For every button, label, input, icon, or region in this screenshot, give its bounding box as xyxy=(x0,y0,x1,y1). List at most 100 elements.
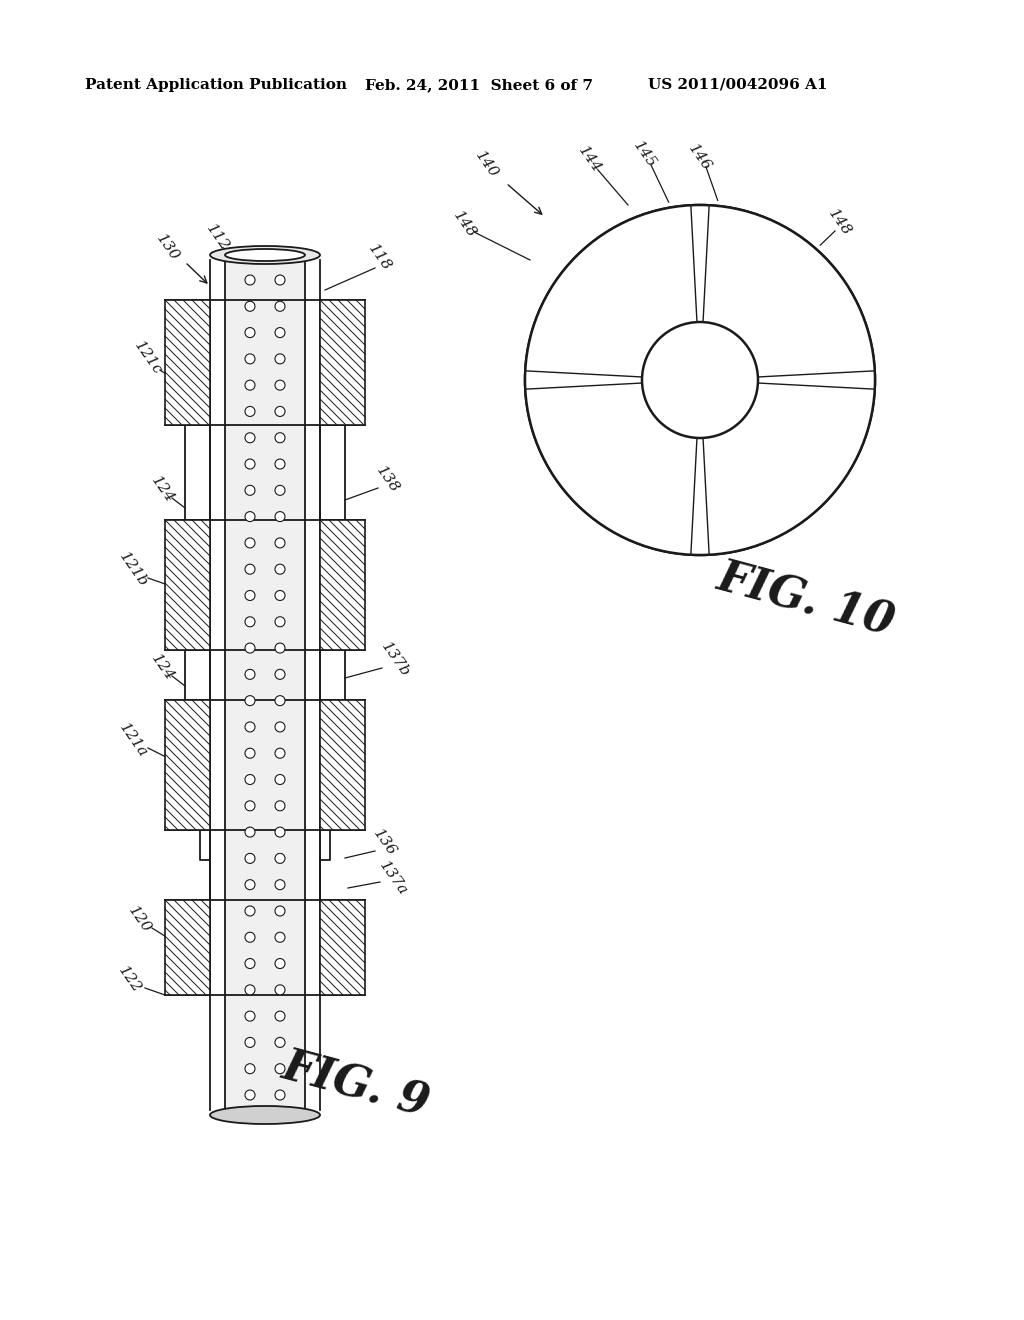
Wedge shape xyxy=(751,293,874,467)
Wedge shape xyxy=(612,205,787,330)
Circle shape xyxy=(245,512,255,521)
Bar xyxy=(165,300,210,425)
Wedge shape xyxy=(664,397,866,554)
Circle shape xyxy=(245,590,255,601)
Circle shape xyxy=(245,1090,255,1100)
Wedge shape xyxy=(654,205,703,261)
Circle shape xyxy=(275,539,285,548)
Circle shape xyxy=(275,932,285,942)
Circle shape xyxy=(245,1064,255,1073)
Bar xyxy=(165,520,210,649)
Wedge shape xyxy=(817,380,874,428)
Bar xyxy=(319,520,365,649)
Circle shape xyxy=(275,1064,285,1073)
Circle shape xyxy=(275,669,285,680)
Wedge shape xyxy=(654,498,703,554)
Circle shape xyxy=(275,828,285,837)
Circle shape xyxy=(275,275,285,285)
Circle shape xyxy=(245,275,255,285)
Circle shape xyxy=(275,854,285,863)
Text: 124: 124 xyxy=(148,652,177,684)
Circle shape xyxy=(245,828,255,837)
Circle shape xyxy=(245,1011,255,1022)
Text: 140: 140 xyxy=(473,149,501,181)
Circle shape xyxy=(245,327,255,338)
Circle shape xyxy=(245,616,255,627)
Circle shape xyxy=(275,564,285,574)
Text: 137a: 137a xyxy=(376,858,410,898)
Circle shape xyxy=(275,696,285,706)
Wedge shape xyxy=(612,430,787,554)
Circle shape xyxy=(275,958,285,969)
Wedge shape xyxy=(817,331,874,380)
Circle shape xyxy=(245,801,255,810)
Circle shape xyxy=(275,1090,285,1100)
Ellipse shape xyxy=(210,1106,319,1125)
Bar xyxy=(319,700,365,830)
Circle shape xyxy=(275,1011,285,1022)
Circle shape xyxy=(525,205,874,554)
Circle shape xyxy=(245,486,255,495)
Circle shape xyxy=(275,301,285,312)
Text: 130: 130 xyxy=(154,232,182,264)
Text: 136: 136 xyxy=(371,828,399,859)
Circle shape xyxy=(245,539,255,548)
Text: 124: 124 xyxy=(148,474,177,506)
Text: 148: 148 xyxy=(826,207,854,239)
Text: 112: 112 xyxy=(204,222,232,253)
Wedge shape xyxy=(525,378,582,425)
Circle shape xyxy=(245,775,255,784)
Circle shape xyxy=(642,322,758,438)
Circle shape xyxy=(245,748,255,758)
Circle shape xyxy=(245,932,255,942)
Wedge shape xyxy=(525,293,650,467)
Circle shape xyxy=(245,879,255,890)
Text: 137b: 137b xyxy=(378,640,412,680)
Circle shape xyxy=(275,879,285,890)
Text: 121c: 121c xyxy=(131,338,165,378)
Circle shape xyxy=(275,327,285,338)
Circle shape xyxy=(275,380,285,391)
Wedge shape xyxy=(757,380,874,416)
Text: 118: 118 xyxy=(366,242,394,275)
Circle shape xyxy=(245,669,255,680)
Wedge shape xyxy=(525,343,682,546)
Wedge shape xyxy=(697,205,745,261)
Circle shape xyxy=(245,985,255,995)
Circle shape xyxy=(245,722,255,731)
Circle shape xyxy=(275,1038,285,1047)
Circle shape xyxy=(275,775,285,784)
Ellipse shape xyxy=(225,249,305,261)
Circle shape xyxy=(275,590,285,601)
Circle shape xyxy=(520,201,880,560)
Circle shape xyxy=(245,696,255,706)
Text: 145: 145 xyxy=(631,139,659,172)
Circle shape xyxy=(275,748,285,758)
Circle shape xyxy=(245,906,255,916)
Text: FIG. 10: FIG. 10 xyxy=(712,556,898,644)
Circle shape xyxy=(275,433,285,442)
Circle shape xyxy=(275,722,285,731)
Circle shape xyxy=(245,354,255,364)
Bar xyxy=(319,300,365,425)
Circle shape xyxy=(275,407,285,416)
Text: 121a: 121a xyxy=(117,721,150,760)
Bar xyxy=(319,900,365,995)
Text: US 2011/0042096 A1: US 2011/0042096 A1 xyxy=(648,78,827,92)
Circle shape xyxy=(245,380,255,391)
Circle shape xyxy=(525,205,874,554)
Circle shape xyxy=(275,354,285,364)
Circle shape xyxy=(275,486,285,495)
Circle shape xyxy=(275,459,285,469)
Wedge shape xyxy=(703,205,874,378)
Circle shape xyxy=(275,985,285,995)
Text: 148: 148 xyxy=(451,209,479,242)
Wedge shape xyxy=(718,214,874,380)
Text: FIG. 9: FIG. 9 xyxy=(276,1044,433,1125)
Circle shape xyxy=(245,459,255,469)
Ellipse shape xyxy=(210,246,319,264)
Circle shape xyxy=(245,564,255,574)
Circle shape xyxy=(245,854,255,863)
Text: 120: 120 xyxy=(126,904,155,936)
Bar xyxy=(225,255,305,1115)
